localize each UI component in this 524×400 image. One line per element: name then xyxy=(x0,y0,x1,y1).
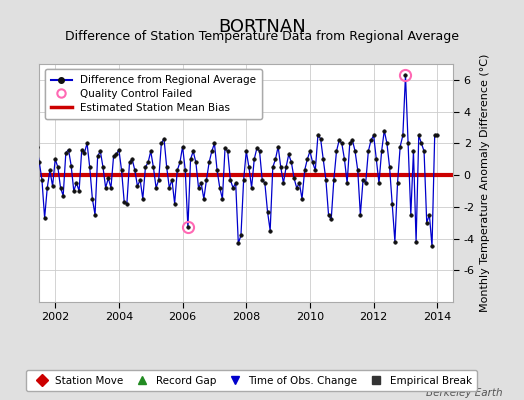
Legend: Station Move, Record Gap, Time of Obs. Change, Empirical Break: Station Move, Record Gap, Time of Obs. C… xyxy=(26,370,477,391)
Text: Berkeley Earth: Berkeley Earth xyxy=(427,388,503,398)
Legend: Difference from Regional Average, Quality Control Failed, Estimated Station Mean: Difference from Regional Average, Qualit… xyxy=(45,69,262,119)
Text: Difference of Station Temperature Data from Regional Average: Difference of Station Temperature Data f… xyxy=(65,30,459,43)
Y-axis label: Monthly Temperature Anomaly Difference (°C): Monthly Temperature Anomaly Difference (… xyxy=(481,54,490,312)
Text: BORTNAN: BORTNAN xyxy=(218,18,306,36)
